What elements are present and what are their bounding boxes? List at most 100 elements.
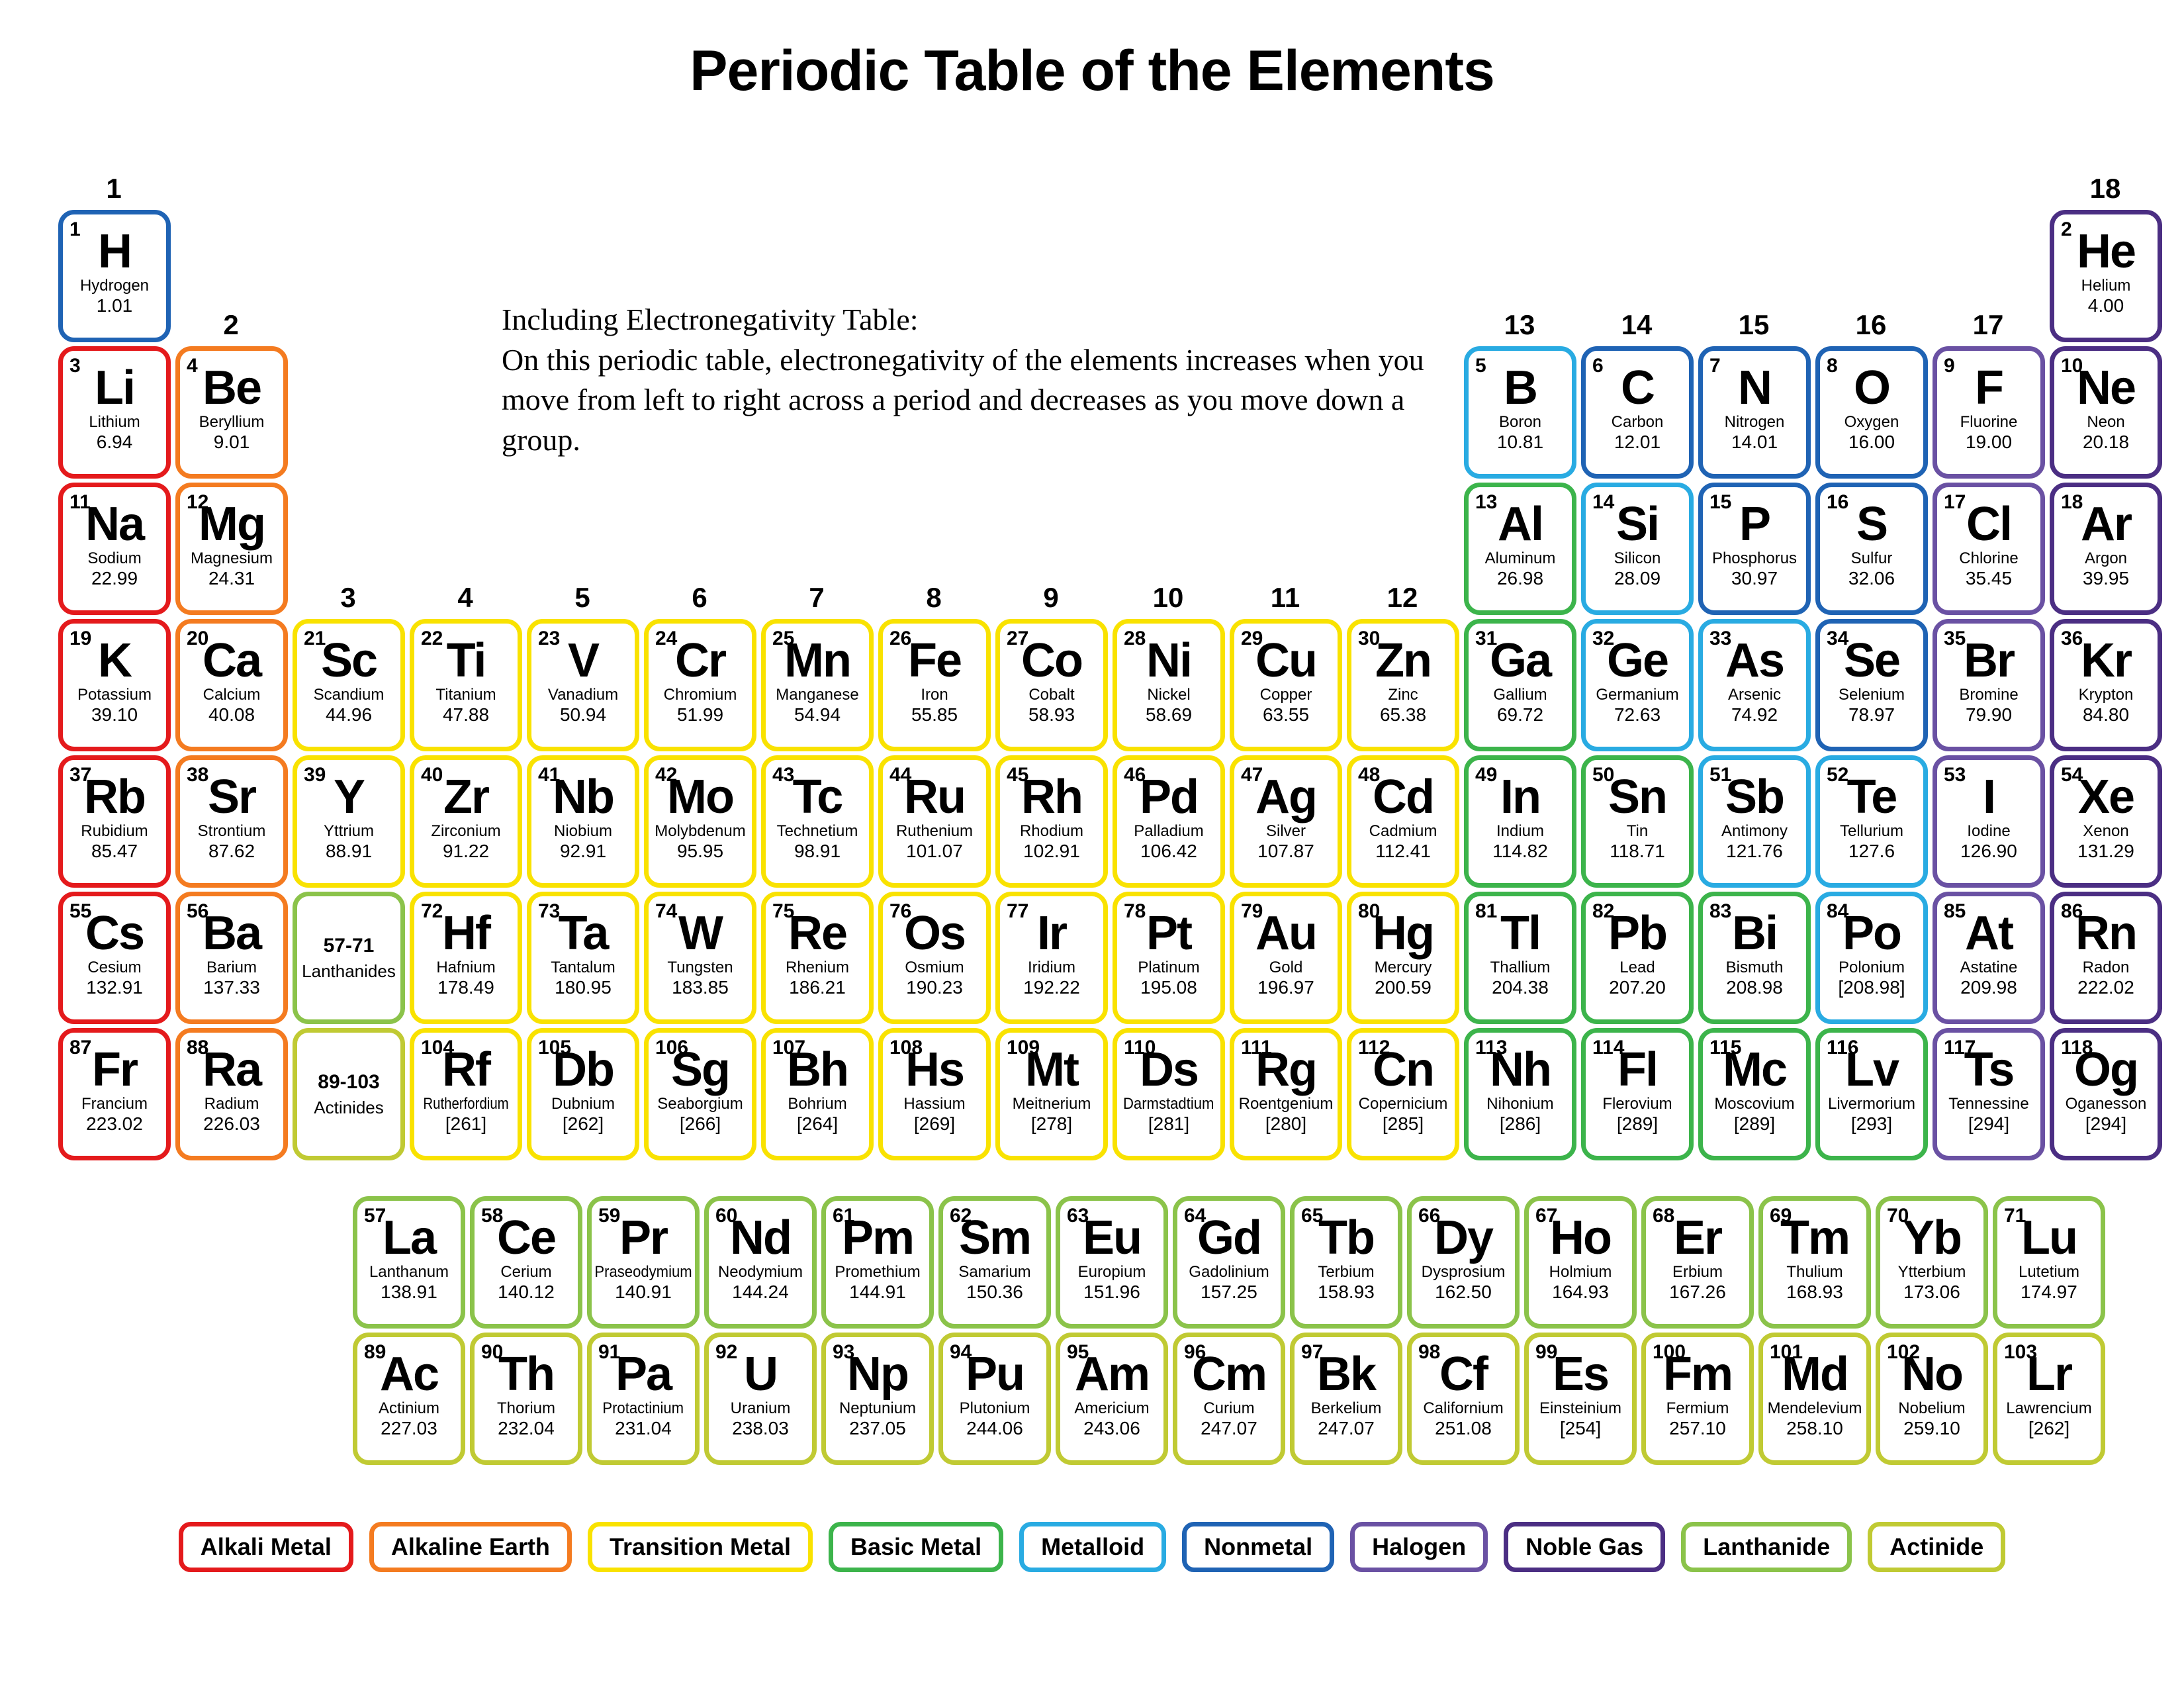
element-name: Chlorine <box>1959 549 2018 568</box>
element-symbol: Ga <box>1490 637 1551 684</box>
atomic-number: 96 <box>1184 1341 1206 1364</box>
element-cell: 81TlThallium204.38 <box>1464 892 1576 1024</box>
element-cell: 113NhNihonium[286] <box>1464 1028 1576 1160</box>
atomic-mass: 114.82 <box>1492 841 1548 862</box>
element-name: Holmium <box>1549 1263 1612 1282</box>
atomic-number: 79 <box>1241 900 1263 923</box>
legend-item: Actinide <box>1868 1522 2005 1572</box>
atomic-number: 22 <box>421 628 443 650</box>
element-name: Tungsten <box>667 959 733 977</box>
element-cell: 109MtMeitnerium[278] <box>995 1028 1108 1160</box>
element-cell: 17ClChlorine35.45 <box>1933 483 2045 615</box>
atomic-number: 83 <box>1709 900 1731 923</box>
element-cell: 114FlFlerovium[289] <box>1581 1028 1694 1160</box>
group-number-label: 8 <box>878 582 989 614</box>
element-name: Magnesium <box>191 549 273 568</box>
atomic-mass: 9.01 <box>214 432 250 453</box>
element-symbol: Si <box>1616 500 1659 548</box>
element-cell: 35BrBromine79.90 <box>1933 619 2045 751</box>
atomic-number: 38 <box>187 764 208 786</box>
atomic-mass: 50.94 <box>560 704 606 726</box>
atomic-number: 84 <box>1827 900 1848 923</box>
group-number-label: 16 <box>1815 309 1927 341</box>
atomic-number: 5 <box>1475 355 1486 377</box>
element-cell: 33AsArsenic74.92 <box>1698 619 1811 751</box>
atomic-mass: 164.93 <box>1552 1282 1609 1303</box>
element-name: Silver <box>1266 822 1306 841</box>
element-symbol: Zr <box>443 773 488 821</box>
atomic-number: 86 <box>2061 900 2083 923</box>
group-number-label: 14 <box>1581 309 1692 341</box>
atomic-mass: 208.98 <box>1726 977 1783 998</box>
element-symbol: Hg <box>1373 910 1433 957</box>
legend-item: Nonmetal <box>1182 1522 1334 1572</box>
element-symbol: Ag <box>1255 773 1316 821</box>
atomic-mass: 78.97 <box>1848 704 1895 726</box>
atomic-number: 102 <box>1887 1341 1920 1364</box>
atomic-number: 21 <box>304 628 326 650</box>
atomic-number: 66 <box>1418 1205 1440 1227</box>
atomic-number: 93 <box>833 1341 854 1364</box>
element-symbol: Er <box>1674 1214 1721 1262</box>
element-cell: 59PrPraseodymium140.91 <box>587 1196 700 1329</box>
atomic-number: 67 <box>1535 1205 1557 1227</box>
element-cell: 115McMoscovium[289] <box>1698 1028 1811 1160</box>
atomic-number: 65 <box>1301 1205 1323 1227</box>
element-name: Mercury <box>1375 959 1432 977</box>
element-name: Gallium <box>1493 686 1547 704</box>
element-name: Aluminum <box>1485 549 1556 568</box>
element-symbol: Se <box>1844 637 1899 684</box>
element-name: Beryllium <box>199 413 265 432</box>
element-name: Fluorine <box>1960 413 2018 432</box>
element-symbol: Co <box>1021 637 1082 684</box>
atomic-mass: 227.03 <box>381 1418 437 1439</box>
element-cell: 6CCarbon12.01 <box>1581 346 1694 479</box>
atomic-number: 111 <box>1241 1037 1272 1059</box>
element-name: Bismuth <box>1726 959 1784 977</box>
atomic-mass: 87.62 <box>208 841 255 862</box>
element-cell: 65TbTerbium158.93 <box>1290 1196 1402 1329</box>
element-symbol: Ba <box>203 910 261 957</box>
atomic-mass: 121.76 <box>1726 841 1783 862</box>
atomic-mass: 178.49 <box>437 977 494 998</box>
atomic-mass: 190.23 <box>906 977 963 998</box>
legend-item: Alkali Metal <box>179 1522 353 1572</box>
atomic-mass: [289] <box>1734 1113 1775 1135</box>
element-symbol: Bk <box>1317 1350 1375 1398</box>
atomic-number: 100 <box>1653 1341 1686 1364</box>
element-name: Francium <box>81 1095 148 1113</box>
page-title: Periodic Table of the Elements <box>32 38 2152 104</box>
atomic-number: 114 <box>1592 1037 1624 1059</box>
group-number-label: 9 <box>995 582 1107 614</box>
element-symbol: Xe <box>2078 773 2134 821</box>
atomic-mass: [294] <box>1968 1113 2009 1135</box>
element-name: Chromium <box>664 686 737 704</box>
element-name: Scandium <box>314 686 385 704</box>
atomic-number: 48 <box>1358 764 1380 786</box>
element-cell: 2HeHelium4.00 <box>2050 210 2162 342</box>
element-cell: 31GaGallium69.72 <box>1464 619 1576 751</box>
element-cell: 103LrLawrencium[262] <box>1993 1333 2105 1465</box>
element-name: Zinc <box>1388 686 1418 704</box>
element-symbol: Te <box>1847 773 1897 821</box>
element-cell: 50SnTin118.71 <box>1581 755 1694 888</box>
element-cell: 32GeGermanium72.63 <box>1581 619 1694 751</box>
atomic-number: 108 <box>889 1037 923 1059</box>
atomic-number: 59 <box>598 1205 620 1227</box>
atomic-number: 77 <box>1007 900 1028 923</box>
element-cell: 87FrFrancium223.02 <box>58 1028 171 1160</box>
atomic-mass: 69.72 <box>1497 704 1543 726</box>
element-cell: 83BiBismuth208.98 <box>1698 892 1811 1024</box>
element-symbol: F <box>1975 364 2003 412</box>
element-cell: 60NdNeodymium144.24 <box>704 1196 817 1329</box>
element-name: Krypton <box>2079 686 2134 704</box>
element-name: Carbon <box>1612 413 1664 432</box>
atomic-mass: 244.06 <box>966 1418 1023 1439</box>
element-symbol: Fe <box>908 637 961 684</box>
element-cell: 102NoNobelium259.10 <box>1876 1333 1988 1465</box>
atomic-mass: 16.00 <box>1848 432 1895 453</box>
element-symbol: Ta <box>559 910 608 957</box>
element-name: Meitnerium <box>1013 1095 1091 1113</box>
atomic-number: 81 <box>1475 900 1497 923</box>
element-symbol: Cd <box>1373 773 1433 821</box>
